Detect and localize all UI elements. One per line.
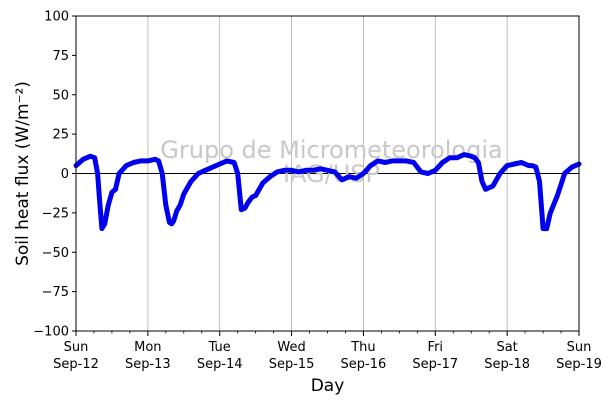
series-line-0 [73,152,582,232]
x-axis-title: Day [311,376,345,396]
x-tick-weekday-4: Thu [350,340,375,355]
y-tick-label-4: 0 [61,167,69,182]
y-tick-label-7: 75 [52,49,69,64]
y-axis-ticks: −100 −75 −50 −25 0 25 50 75 100 [33,10,76,340]
x-tick-weekday-7: Sun [567,340,592,355]
x-tick-date-1: Sep-13 [125,357,171,372]
x-tick-date-2: Sep-14 [197,357,243,372]
x-tick-weekday-2: Tue [208,340,231,355]
y-tick-label-6: 50 [52,88,69,103]
x-tick-date-7: Sep-19 [556,357,602,372]
x-tick-date-3: Sep-15 [269,357,315,372]
x-tick-weekday-0: Sun [64,340,89,355]
x-tick-weekday-3: Wed [277,340,305,355]
series-layer [73,152,582,232]
y-tick-label-1: −75 [42,285,69,300]
x-tick-date-0: Sep-12 [53,357,99,372]
x-tick-date-4: Sep-16 [341,357,387,372]
y-tick-label-5: 25 [52,128,69,143]
x-tick-date-6: Sep-18 [484,357,530,372]
x-tick-weekday-5: Fri [428,340,444,355]
x-tick-date-5: Sep-17 [412,357,458,372]
y-tick-label-8: 100 [44,10,69,25]
y-tick-label-3: −25 [42,206,69,221]
y-tick-label-0: −100 [33,325,69,340]
x-axis-ticks: Sun Sep-12 Mon Sep-13 Tue Sep-14 Wed Sep-15 Thu S… [53,331,602,372]
y-axis-title: Soil heat flux (W/m⁻²) [13,81,33,266]
x-tick-weekday-1: Mon [134,340,161,355]
y-tick-label-2: −50 [42,246,69,261]
x-tick-weekday-6: Sat [496,340,517,355]
